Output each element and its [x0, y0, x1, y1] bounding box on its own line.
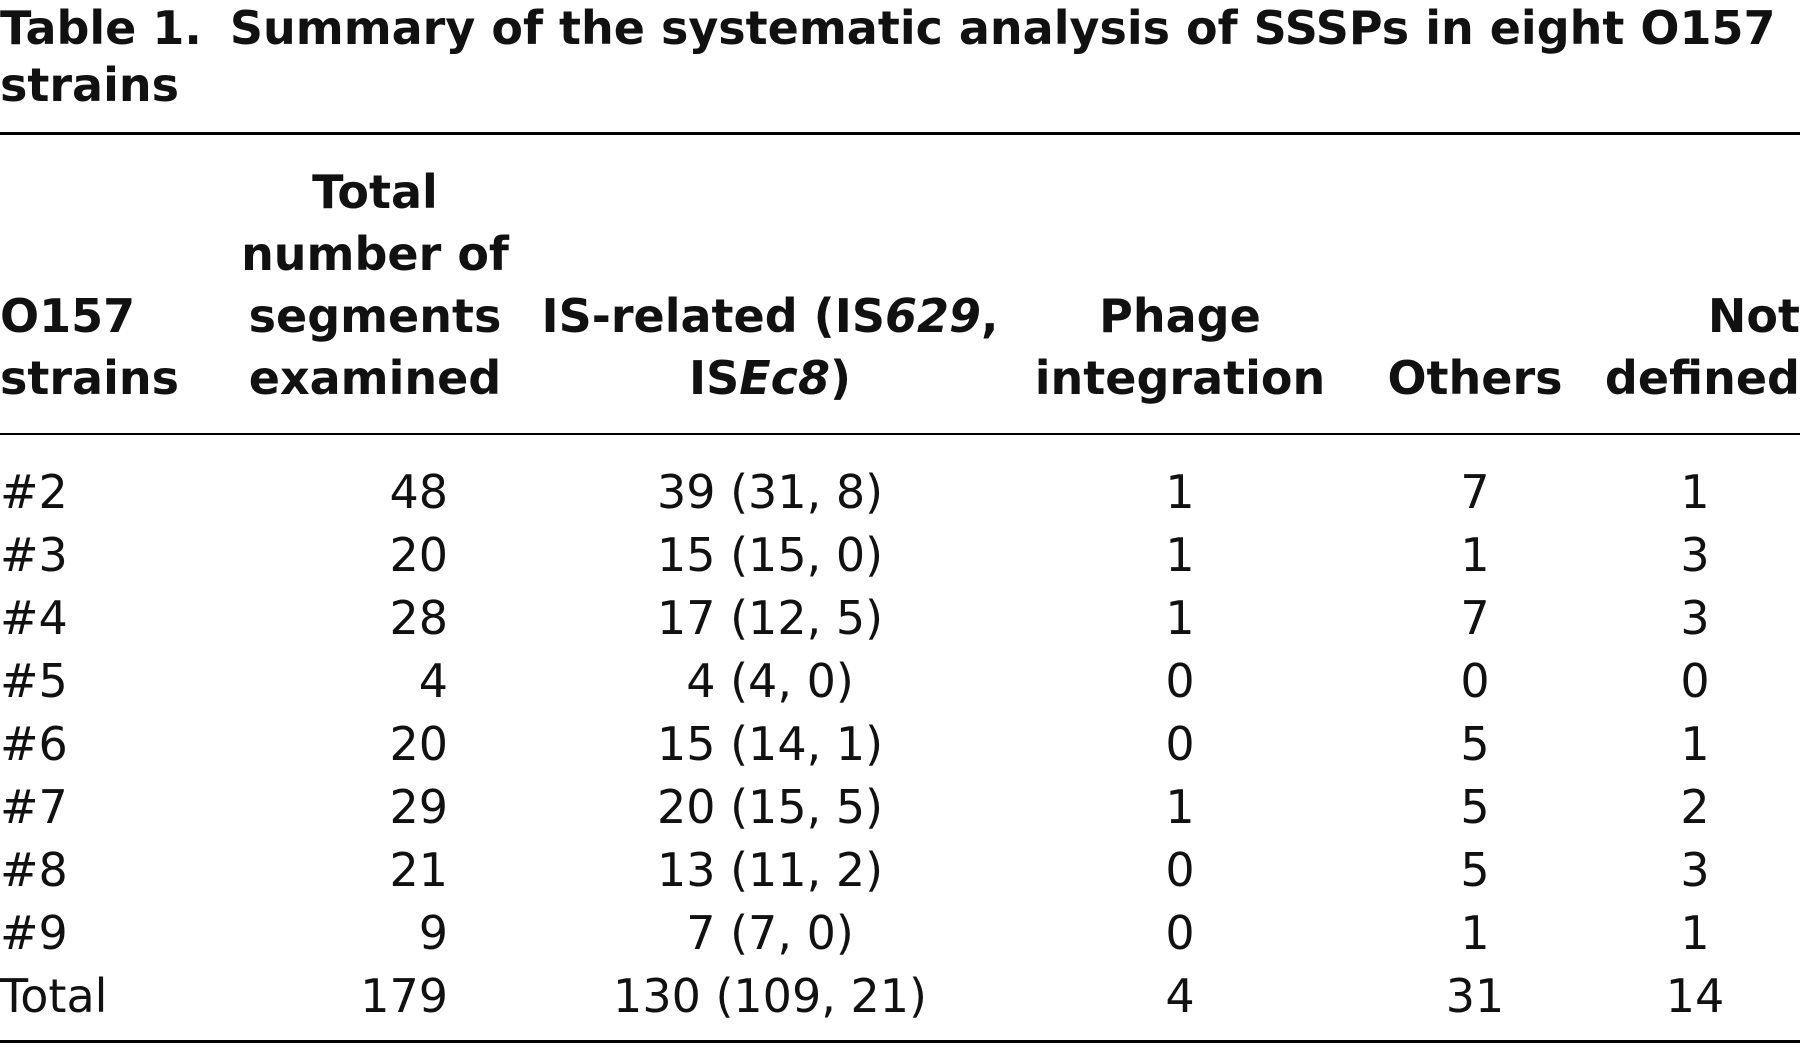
table-cell: 0: [1165, 717, 1195, 771]
table-cell: 20 (15, 5): [656, 780, 884, 834]
table-cell: 7: [1460, 591, 1490, 645]
table-cell: 3: [1680, 528, 1710, 582]
table-row: #7 29 20 (15, 5) 1 5 2: [0, 776, 1800, 839]
table-cell: 0: [1165, 654, 1195, 708]
table-cell: 17 (12, 5): [656, 591, 884, 645]
table-cell: 1: [1165, 591, 1195, 645]
table-cell: 21: [389, 843, 448, 897]
table-cell: 9: [418, 906, 448, 960]
header-cell: Others: [1387, 351, 1563, 405]
table-cell: 7 (7, 0): [686, 906, 854, 960]
table-row: #9 9 7 (7, 0) 0 1 1: [0, 902, 1800, 965]
table-cell: 3: [1680, 591, 1710, 645]
table-cell: 20: [389, 528, 448, 582]
caption-title: Summary of the systematic analysis of SS…: [0, 1, 1776, 112]
table-cell: 14: [1665, 969, 1725, 1023]
table-cell: #3: [0, 528, 68, 582]
table-cell: 4: [418, 654, 448, 708]
data-table: O157 strains Total number of segments exa…: [0, 132, 1800, 1043]
table-caption: Table 1. Summary of the systematic analys…: [0, 0, 1800, 114]
table-cell: 130 (109, 21): [613, 969, 927, 1023]
table-cell: 1: [1460, 906, 1490, 960]
table-cell: 0: [1165, 843, 1195, 897]
table-cell: 1: [1460, 528, 1490, 582]
table-row: #8 21 13 (11, 2) 0 5 3: [0, 839, 1800, 902]
header-text: 629: [884, 289, 981, 343]
table-cell: 13 (11, 2): [656, 843, 884, 897]
table-cell: 3: [1680, 843, 1710, 897]
table-cell: #2: [0, 465, 68, 519]
header-cell: IS-related (IS629, ISEc8): [540, 134, 1000, 435]
table-row: #5 4 4 (4, 0) 0 0 0: [0, 650, 1800, 713]
table-row: #3 20 15 (15, 0) 1 1 3: [0, 524, 1800, 587]
table-cell: #6: [0, 717, 68, 771]
header-text: Ec8: [739, 351, 830, 405]
table-cell: 7: [1460, 465, 1490, 519]
table-cell: 2: [1680, 780, 1710, 834]
table-cell: 39 (31, 8): [656, 465, 884, 519]
table-cell: 5: [1460, 843, 1490, 897]
table-cell: 29: [389, 780, 448, 834]
table-cell: 1: [1165, 780, 1195, 834]
table-cell: 4 (4, 0): [686, 654, 854, 708]
table-cell: 20: [389, 717, 448, 771]
header-cell: Not defined: [1604, 289, 1800, 405]
table-row: #2 48 39 (31, 8) 1 7 1: [0, 434, 1800, 524]
header-text: IS-related (IS: [541, 289, 885, 343]
table-body: #2 48 39 (31, 8) 1 7 1 #3 20 15 (15, 0) 1 1 3 #4 28 17…: [0, 434, 1800, 1042]
table-cell: 48: [389, 465, 448, 519]
caption-label: Table 1.: [0, 1, 202, 55]
table-cell: #7: [0, 780, 68, 834]
table-row: Total 179 130 (109, 21) 4 31 14: [0, 965, 1800, 1042]
table-cell: 0: [1460, 654, 1490, 708]
table-cell: 1: [1165, 528, 1195, 582]
header-cell: O157 strains: [0, 289, 179, 405]
header-text: ): [829, 351, 851, 405]
table-cell: #9: [0, 906, 68, 960]
table-cell: Total: [0, 969, 108, 1023]
table-cell: 1: [1680, 465, 1710, 519]
table-cell: #8: [0, 843, 68, 897]
table-cell: 0: [1165, 906, 1195, 960]
header-row: O157 strains Total number of segments exa…: [0, 133, 1800, 435]
table-cell: 179: [360, 969, 448, 1023]
table-cell: 1: [1680, 717, 1710, 771]
table-cell: 0: [1680, 654, 1710, 708]
table-cell: 31: [1445, 969, 1505, 1023]
table-cell: 5: [1460, 717, 1490, 771]
header-text: , IS: [689, 289, 999, 405]
table-row: #4 28 17 (12, 5) 1 7 3: [0, 587, 1800, 650]
table-cell: 15 (15, 0): [656, 528, 884, 582]
table-cell: 1: [1165, 465, 1195, 519]
table-cell: 1: [1680, 906, 1710, 960]
table-cell: 5: [1460, 780, 1490, 834]
table-cell: 4: [1165, 969, 1195, 1023]
header-cell: Phage integration: [1034, 289, 1326, 405]
table-cell: #4: [0, 591, 68, 645]
header-cell: Total number of segments examined: [241, 165, 509, 405]
table-cell: 28: [389, 591, 448, 645]
table-cell: 15 (14, 1): [656, 717, 884, 771]
table-row: #6 20 15 (14, 1) 0 5 1: [0, 713, 1800, 776]
table-cell: #5: [0, 654, 68, 708]
